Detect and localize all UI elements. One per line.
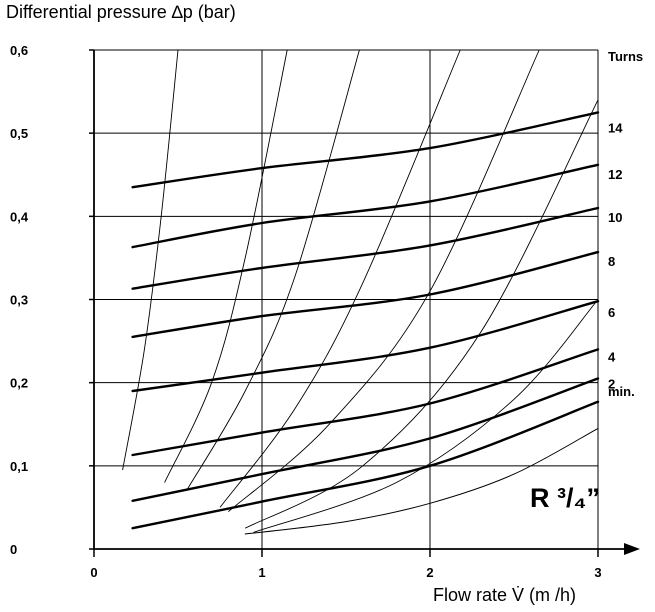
x-tick-label: 0 bbox=[90, 565, 97, 580]
series-line bbox=[131, 348, 600, 457]
system-curve bbox=[122, 49, 179, 471]
turn-label: 2 bbox=[608, 377, 615, 392]
y-tick-label: 0,2 bbox=[10, 376, 28, 391]
x-axis-arrow bbox=[624, 543, 640, 555]
y-tick-label: 0,6 bbox=[10, 43, 28, 58]
x-tick-label: 1 bbox=[258, 565, 265, 580]
series-line bbox=[131, 163, 600, 249]
turns-title: Turns bbox=[608, 49, 643, 64]
turn-label: min. bbox=[608, 384, 635, 399]
model-label: R ³/₄” bbox=[530, 483, 600, 513]
system-curve bbox=[253, 299, 599, 533]
turn-label: 8 bbox=[608, 254, 615, 269]
y-tick-label: 0,3 bbox=[10, 293, 28, 308]
series-line bbox=[131, 400, 600, 530]
turn-label: 6 bbox=[608, 305, 615, 320]
series-line bbox=[131, 111, 600, 189]
y-tick-label: 0 bbox=[10, 542, 17, 557]
system-curves bbox=[122, 49, 599, 533]
system-curve bbox=[219, 49, 461, 508]
x-axis-label: Flow rate V̇ (m /h) bbox=[433, 585, 577, 605]
turn-label: 10 bbox=[608, 210, 622, 225]
series-line bbox=[244, 427, 599, 535]
series-line bbox=[131, 250, 600, 339]
y-tick-label: 0,1 bbox=[10, 459, 28, 474]
y-tick-label: 0,5 bbox=[10, 126, 28, 141]
axes bbox=[89, 49, 640, 557]
y-axis-label: Differential pressure ∆p (bar) bbox=[6, 2, 236, 22]
series-line bbox=[131, 377, 600, 502]
system-curve bbox=[244, 99, 599, 529]
turn-curves bbox=[131, 111, 600, 535]
x-tick-label: 2 bbox=[426, 565, 433, 580]
turn-label: 12 bbox=[608, 167, 622, 182]
tick-labels: 0 0,1 0,2 0,3 0,4 0,5 0,6 0 1 2 3 bbox=[10, 43, 602, 580]
grid bbox=[94, 49, 599, 549]
system-curve bbox=[164, 49, 288, 483]
x-tick-label: 3 bbox=[594, 565, 601, 580]
series-line bbox=[131, 300, 600, 393]
y-tick-label: 0,4 bbox=[10, 209, 29, 224]
system-curve bbox=[186, 49, 360, 492]
turn-label: 4 bbox=[608, 349, 616, 364]
turn-label: 14 bbox=[608, 120, 623, 135]
series-line bbox=[131, 206, 600, 290]
system-curve bbox=[228, 49, 540, 512]
